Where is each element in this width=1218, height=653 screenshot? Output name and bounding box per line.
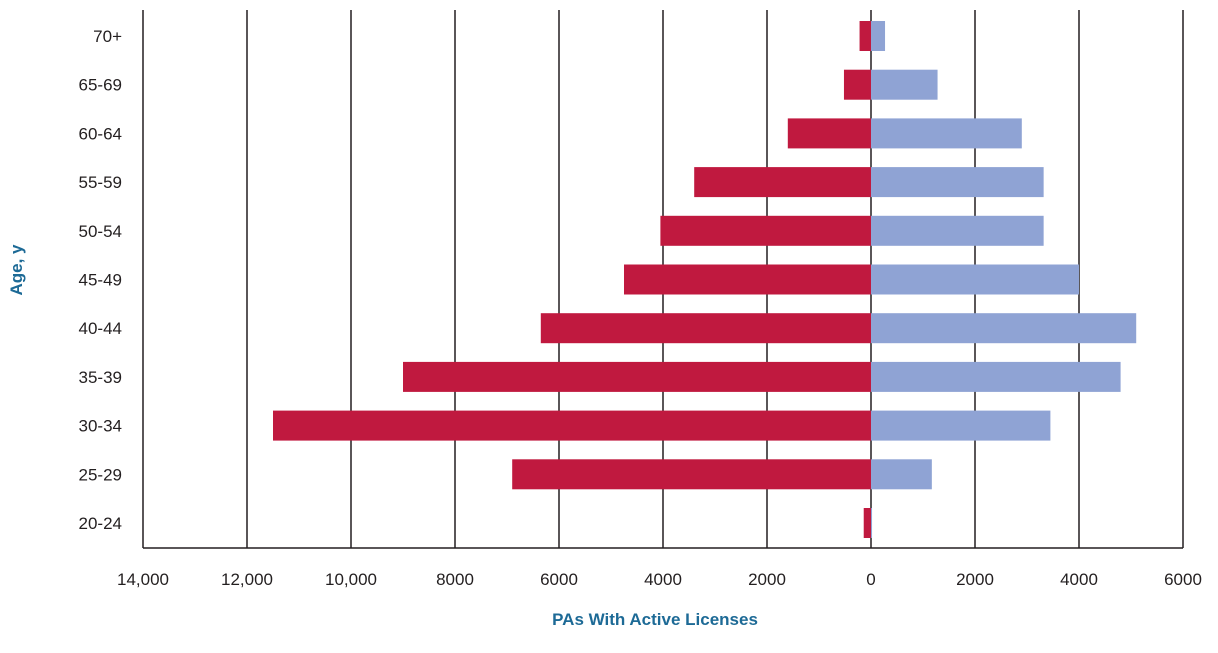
bar-left-50-54 [660, 215, 871, 246]
y-axis-title: Age, y [7, 244, 26, 296]
y-tick-label: 35-39 [79, 368, 122, 387]
bar-right-50-54 [871, 215, 1044, 246]
x-axis-title: PAs With Active Licenses [552, 610, 758, 629]
x-tick-label: 10,000 [325, 570, 377, 589]
x-tick-label: 6000 [1164, 570, 1202, 589]
y-tick-label: 50-54 [79, 222, 122, 241]
x-tick-labels: 14,000 12,000 10,000 8000 6000 4000 2000 0 2000 4… [117, 570, 1202, 589]
bar-left-30-34 [273, 410, 871, 441]
x-tick-label: 14,000 [117, 570, 169, 589]
y-tick-label: 70+ [93, 27, 122, 46]
x-tick-label: 12,000 [221, 570, 273, 589]
bar-right-65-69 [871, 69, 938, 100]
bar-left-40-44 [540, 313, 871, 344]
bar-left-60-64 [787, 118, 871, 149]
bars [273, 21, 1137, 538]
y-tick-label: 65-69 [79, 76, 122, 95]
bar-right-40-44 [871, 313, 1137, 344]
y-tick-label: 60-64 [79, 124, 122, 143]
x-tick-label: 2000 [748, 570, 786, 589]
x-tick-label: 4000 [644, 570, 682, 589]
bar-left-25-29 [512, 459, 871, 490]
y-tick-label: 45-49 [79, 271, 122, 290]
bar-right-35-39 [871, 361, 1121, 392]
x-tick-label: 2000 [956, 570, 994, 589]
bar-right-30-34 [871, 410, 1051, 441]
bar-right-20-24 [871, 508, 873, 538]
bar-left-20-24 [863, 508, 871, 538]
bar-left-70+ [859, 21, 871, 51]
y-tick-label: 55-59 [79, 173, 122, 192]
bar-left-45-49 [624, 264, 871, 295]
y-tick-labels: 20-24 25-29 30-34 35-39 40-44 45-49 50-54 55-59… [79, 27, 123, 533]
x-tick-label: 4000 [1060, 570, 1098, 589]
bar-right-25-29 [871, 459, 932, 490]
y-tick-label: 20-24 [79, 514, 122, 533]
x-tick-label: 0 [866, 570, 875, 589]
bar-right-60-64 [871, 118, 1022, 149]
x-tick-label: 8000 [436, 570, 474, 589]
bar-left-35-39 [403, 361, 871, 392]
y-tick-label: 40-44 [79, 319, 122, 338]
y-tick-label: 30-34 [79, 417, 122, 436]
bar-left-55-59 [694, 167, 871, 198]
y-tick-label: 25-29 [79, 465, 122, 484]
x-tick-label: 6000 [540, 570, 578, 589]
bar-right-45-49 [871, 264, 1079, 295]
bar-right-55-59 [871, 167, 1044, 198]
bar-left-65-69 [843, 69, 871, 100]
bar-right-70+ [871, 21, 886, 51]
